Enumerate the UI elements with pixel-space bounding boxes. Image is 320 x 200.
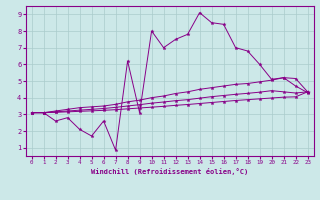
X-axis label: Windchill (Refroidissement éolien,°C): Windchill (Refroidissement éolien,°C) [91,168,248,175]
